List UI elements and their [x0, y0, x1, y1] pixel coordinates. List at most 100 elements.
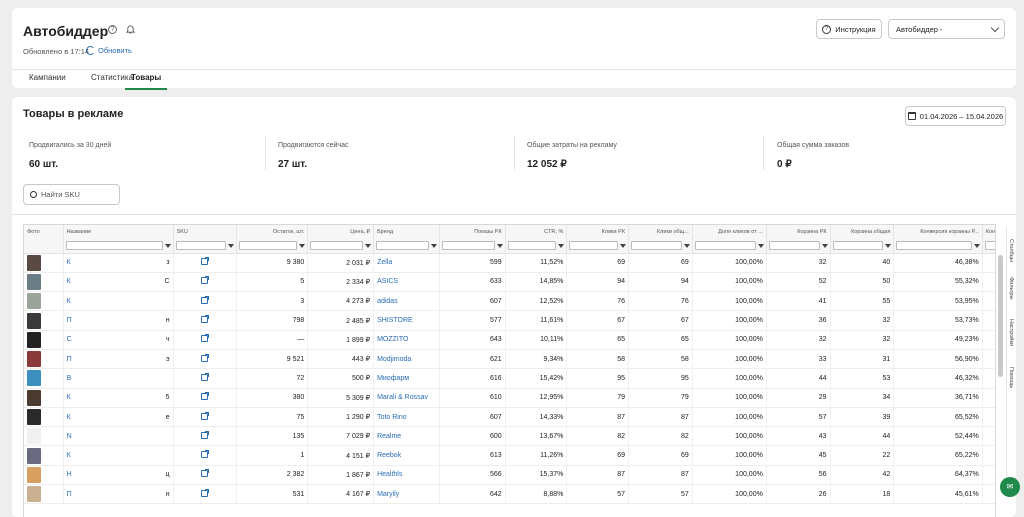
column-filter-input[interactable] — [896, 241, 972, 251]
filter-icon[interactable] — [683, 243, 690, 248]
filter-icon[interactable] — [164, 243, 171, 248]
product-name[interactable]: К — [66, 278, 71, 286]
column-header[interactable]: Бренд — [373, 225, 440, 239]
external-link-icon[interactable] — [201, 450, 210, 459]
column-filter-input[interactable] — [65, 241, 163, 251]
cell-brand[interactable]: Zella — [377, 259, 393, 267]
external-link-icon[interactable] — [201, 257, 210, 266]
date-range-button[interactable]: 01.04.2026 – 15.04.2026 — [905, 106, 1006, 126]
filter-icon[interactable] — [973, 243, 980, 248]
column-filter-input[interactable] — [832, 241, 884, 251]
cell-brand[interactable]: Modjimoda — [377, 355, 412, 363]
product-name[interactable]: В — [66, 374, 72, 382]
product-name[interactable]: К — [66, 394, 71, 402]
column-filter-input[interactable] — [569, 241, 619, 251]
side-tool-help[interactable]: Помощь — [1008, 367, 1014, 389]
filter-icon[interactable] — [430, 243, 437, 248]
column-header[interactable]: Показы РК — [439, 225, 506, 239]
external-link-icon[interactable] — [201, 372, 210, 381]
sku-search-input[interactable]: Найти SKU — [23, 184, 120, 205]
cell-brand[interactable]: MOZZITO — [377, 336, 409, 344]
cell-brand[interactable]: Healthls — [377, 471, 403, 479]
side-tool-settings[interactable]: Настройки — [1008, 319, 1014, 346]
column-filter-input[interactable] — [984, 241, 995, 251]
chat-button[interactable]: ✉ — [1000, 477, 1020, 497]
help-icon[interactable]: ? — [108, 25, 117, 34]
cell-brand[interactable]: Maryily — [377, 490, 400, 498]
cell-brand[interactable]: Миофарм — [377, 374, 410, 382]
mode-select[interactable]: Автобиддер - — [888, 19, 1005, 39]
filter-icon[interactable] — [228, 243, 235, 248]
filter-icon[interactable] — [620, 243, 627, 248]
tab-statistics[interactable]: Статистика — [91, 73, 134, 82]
column-filter-input[interactable] — [175, 241, 227, 251]
product-name[interactable]: К — [66, 259, 71, 267]
filter-icon[interactable] — [757, 243, 764, 248]
product-name[interactable]: П — [66, 317, 72, 325]
side-tool-columns[interactable]: Столбцы — [1008, 239, 1014, 262]
external-link-icon[interactable] — [201, 392, 210, 401]
external-link-icon[interactable] — [201, 295, 210, 304]
product-name[interactable]: П — [66, 355, 72, 363]
product-name[interactable]: Н — [66, 471, 72, 479]
table-row[interactable]: N 135 7 029 ₽ Realme 600 13,67% 82 82 100,00% 43 4… — [24, 426, 995, 447]
column-filter-input[interactable] — [441, 241, 495, 251]
cell-brand[interactable]: Reebok — [377, 452, 402, 460]
external-link-icon[interactable] — [201, 411, 210, 420]
table-scrollbar[interactable] — [998, 255, 1003, 377]
table-row[interactable]: В 72 500 ₽ Миофарм 616 15,42% 95 95 100,00% 44 53 4… — [24, 368, 995, 389]
cell-brand[interactable]: SHISTORE — [377, 317, 413, 325]
column-header[interactable]: SKU — [173, 225, 238, 239]
filter-icon[interactable] — [365, 243, 372, 248]
external-link-icon[interactable] — [201, 353, 210, 362]
product-name[interactable]: П — [66, 490, 72, 498]
column-header[interactable]: Конверс — [982, 225, 995, 239]
column-header[interactable]: Клики общ... — [628, 225, 693, 239]
column-filter-input[interactable] — [507, 241, 557, 251]
tab-products[interactable]: Товары — [125, 73, 168, 90]
column-filter-input[interactable] — [239, 241, 298, 251]
column-header[interactable]: Клики РК — [566, 225, 630, 239]
external-link-icon[interactable] — [201, 488, 210, 497]
column-header[interactable]: Доля кликов от ... — [692, 225, 767, 239]
column-header[interactable]: Название — [63, 225, 174, 239]
filter-icon[interactable] — [558, 243, 565, 248]
column-filter-input[interactable] — [310, 241, 364, 251]
column-filter-input[interactable] — [631, 241, 682, 251]
instruction-button[interactable]: ? Инструкция — [816, 19, 882, 39]
cell-brand[interactable]: adidas — [377, 297, 398, 305]
product-name[interactable]: К — [66, 413, 71, 421]
external-link-icon[interactable] — [201, 469, 210, 478]
product-name[interactable]: N — [66, 432, 72, 440]
column-filter-input[interactable] — [376, 241, 429, 251]
cell-brand[interactable]: ASICS — [377, 278, 399, 286]
column-header[interactable]: Корзина общая — [830, 225, 895, 239]
external-link-icon[interactable] — [201, 315, 210, 324]
cell-brand[interactable]: Toto Rino — [377, 413, 407, 421]
column-filter-input[interactable] — [694, 241, 756, 251]
external-link-icon[interactable] — [201, 334, 210, 343]
refresh-button[interactable]: Обновить — [86, 46, 132, 55]
column-filter-input[interactable] — [768, 241, 820, 251]
filter-icon[interactable] — [821, 243, 828, 248]
side-tool-filters[interactable]: Фильтры — [1008, 277, 1014, 300]
column-header[interactable]: Корзина РК — [766, 225, 831, 239]
column-header[interactable]: CTR, % — [505, 225, 568, 239]
column-header[interactable]: Цена, ₽ — [307, 225, 375, 239]
column-header[interactable]: Конверсия корзины Р... — [893, 225, 983, 239]
tab-campaigns[interactable]: Кампании — [29, 73, 66, 82]
external-link-icon[interactable] — [201, 430, 210, 439]
external-link-icon[interactable] — [201, 276, 210, 285]
bell-icon[interactable] — [126, 24, 135, 34]
cell-brand[interactable]: Realme — [377, 432, 402, 440]
filter-icon[interactable] — [299, 243, 306, 248]
filter-icon[interactable] — [496, 243, 503, 248]
